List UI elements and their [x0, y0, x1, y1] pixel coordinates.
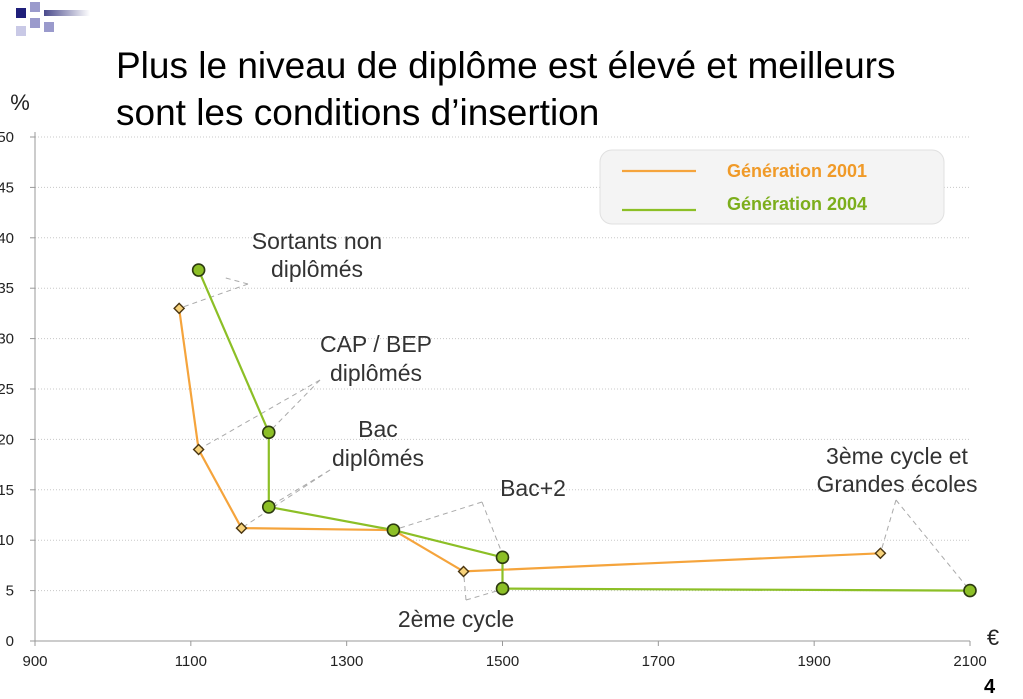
- page-number: 4: [984, 676, 996, 698]
- y-tick-label: 10: [0, 532, 14, 549]
- y-axis-label: %: [10, 90, 30, 115]
- x-tick-label: 900: [22, 653, 47, 670]
- data-point: [495, 581, 510, 596]
- annotation-leader-lines: [178, 276, 971, 601]
- tick-labels: 0 5 10 15 20 25 30 35 40 45 50 900 1100 1300 1500 1700 1…: [0, 90, 999, 670]
- slide-title: Plus le niveau de diplôme est élevé et m…: [116, 42, 1016, 136]
- series-line-2: [197, 269, 971, 592]
- annotation-line: Grandes écoles: [816, 471, 977, 497]
- annotation-label: Bac diplômés: [332, 416, 424, 471]
- annotation-label: 2ème cycle: [398, 606, 514, 632]
- axes: [30, 132, 971, 646]
- annotation-label: Sortants non diplômés: [252, 228, 382, 282]
- y-tick-label: 15: [0, 482, 14, 499]
- y-tick-label: 25: [0, 381, 14, 398]
- y-tick-label: 35: [0, 280, 14, 297]
- annotation-line: CAP / BEP: [320, 331, 432, 357]
- leader-line: [463, 571, 467, 601]
- leader-line: [268, 379, 321, 433]
- leader-line: [465, 589, 501, 601]
- data-point: [386, 523, 401, 537]
- annotation-label: 3ème cycle et Grandes écoles: [816, 443, 977, 497]
- title-line-1: Plus le niveau de diplôme est élevé et m…: [116, 45, 896, 86]
- y-tick-label: 45: [0, 179, 14, 196]
- y-tick-label: 40: [0, 230, 14, 247]
- series-group: [173, 263, 977, 598]
- x-tick-label: 1500: [486, 653, 519, 670]
- data-point: [963, 583, 977, 598]
- slide-decoration: [16, 2, 90, 36]
- y-tick-label: 30: [0, 331, 14, 348]
- annotation-line: diplômés: [332, 445, 424, 471]
- leader-line: [241, 469, 331, 529]
- legend-label-2: Génération 2004: [727, 194, 867, 214]
- data-point: [261, 500, 276, 514]
- x-tick-label: 2100: [953, 653, 986, 670]
- leader-line: [879, 499, 897, 554]
- data-point: [495, 550, 510, 565]
- legend-label-1: Génération 2001: [727, 161, 867, 181]
- y-tick-label: 20: [0, 431, 14, 448]
- y-tick-label: 50: [0, 129, 14, 146]
- x-axis-label: €: [987, 625, 999, 650]
- leader-line: [393, 501, 483, 531]
- y-tick-label: 0: [6, 633, 14, 650]
- annotation-label: Bac+2: [500, 475, 566, 501]
- data-point: [457, 565, 470, 578]
- leader-line: [481, 501, 503, 554]
- annotation-line: 2ème cycle: [398, 606, 514, 632]
- x-tick-label: 1700: [642, 653, 675, 670]
- title-line-2: sont les conditions d’insertion: [116, 92, 600, 133]
- leader-line: [198, 379, 321, 450]
- x-tick-label: 1300: [330, 653, 363, 670]
- data-point: [261, 425, 276, 440]
- series-line-1: [178, 308, 881, 573]
- legend-box: [599, 149, 945, 225]
- annotation-line: diplômés: [330, 360, 422, 386]
- annotation-line: Sortants non: [252, 228, 382, 254]
- data-point: [192, 443, 205, 456]
- data-point: [874, 547, 887, 560]
- leader-line: [178, 283, 249, 309]
- annotation-line: diplômés: [271, 256, 363, 282]
- data-point: [235, 522, 248, 535]
- data-point: [173, 302, 186, 315]
- leader-line: [895, 499, 971, 591]
- x-tick-label: 1100: [175, 653, 207, 670]
- legend: Génération 2001 Génération 2004: [599, 149, 945, 225]
- annotation-line: Bac+2: [500, 475, 566, 501]
- leader-line: [221, 276, 249, 285]
- annotation-label: CAP / BEP diplômés: [320, 331, 432, 386]
- annotation-line: Bac: [358, 416, 398, 442]
- data-point: [191, 263, 206, 277]
- annotation-line: 3ème cycle et: [826, 443, 969, 469]
- x-tick-label: 1900: [797, 653, 830, 670]
- y-tick-label: 5: [6, 583, 14, 600]
